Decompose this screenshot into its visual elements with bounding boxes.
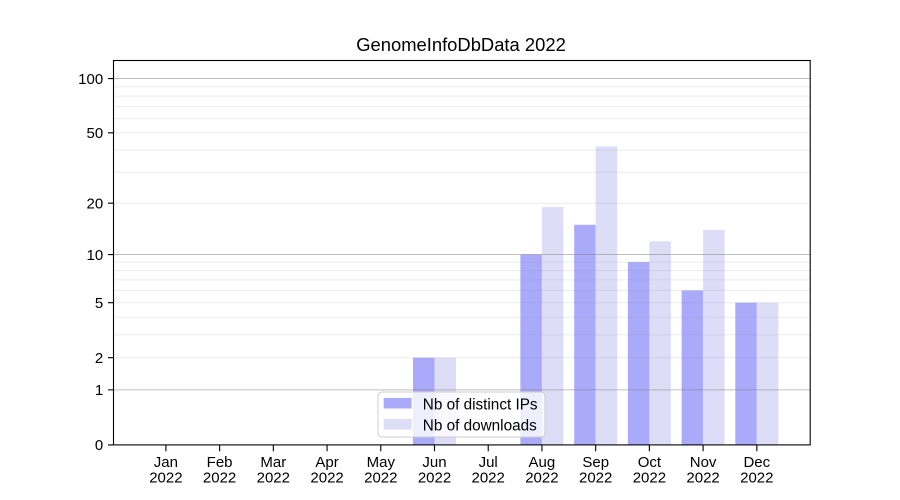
svg-text:100: 100 — [78, 71, 103, 88]
svg-text:1: 1 — [95, 382, 103, 399]
svg-text:2022: 2022 — [364, 470, 397, 487]
svg-text:Oct: Oct — [638, 454, 662, 471]
svg-text:2022: 2022 — [525, 470, 558, 487]
svg-text:2022: 2022 — [149, 470, 182, 487]
svg-text:May: May — [367, 454, 396, 471]
svg-text:2022: 2022 — [310, 470, 343, 487]
svg-text:2022: 2022 — [633, 470, 666, 487]
svg-text:GenomeInfoDbData 2022: GenomeInfoDbData 2022 — [356, 34, 566, 55]
svg-text:2022: 2022 — [203, 470, 236, 487]
svg-text:Aug: Aug — [529, 454, 556, 471]
svg-text:Nb of downloads: Nb of downloads — [423, 418, 537, 435]
svg-text:Jun: Jun — [422, 454, 446, 471]
svg-text:Dec: Dec — [743, 454, 770, 471]
svg-text:2022: 2022 — [579, 470, 612, 487]
svg-text:2022: 2022 — [472, 470, 505, 487]
svg-text:Mar: Mar — [260, 454, 286, 471]
svg-text:10: 10 — [87, 247, 104, 264]
svg-text:2022: 2022 — [418, 470, 451, 487]
svg-text:Sep: Sep — [582, 454, 609, 471]
svg-text:Jan: Jan — [154, 454, 178, 471]
svg-text:0: 0 — [95, 437, 103, 454]
svg-text:2022: 2022 — [740, 470, 773, 487]
svg-text:20: 20 — [87, 196, 104, 213]
svg-text:2: 2 — [95, 350, 103, 367]
svg-text:Feb: Feb — [207, 454, 233, 471]
svg-text:2022: 2022 — [686, 470, 719, 487]
svg-text:Jul: Jul — [479, 454, 498, 471]
svg-text:50: 50 — [87, 125, 104, 142]
svg-text:2022: 2022 — [257, 470, 290, 487]
svg-text:Nb of distinct IPs: Nb of distinct IPs — [423, 397, 538, 414]
svg-text:Nov: Nov — [690, 454, 717, 471]
svg-text:5: 5 — [95, 295, 103, 312]
svg-text:Apr: Apr — [315, 454, 338, 471]
